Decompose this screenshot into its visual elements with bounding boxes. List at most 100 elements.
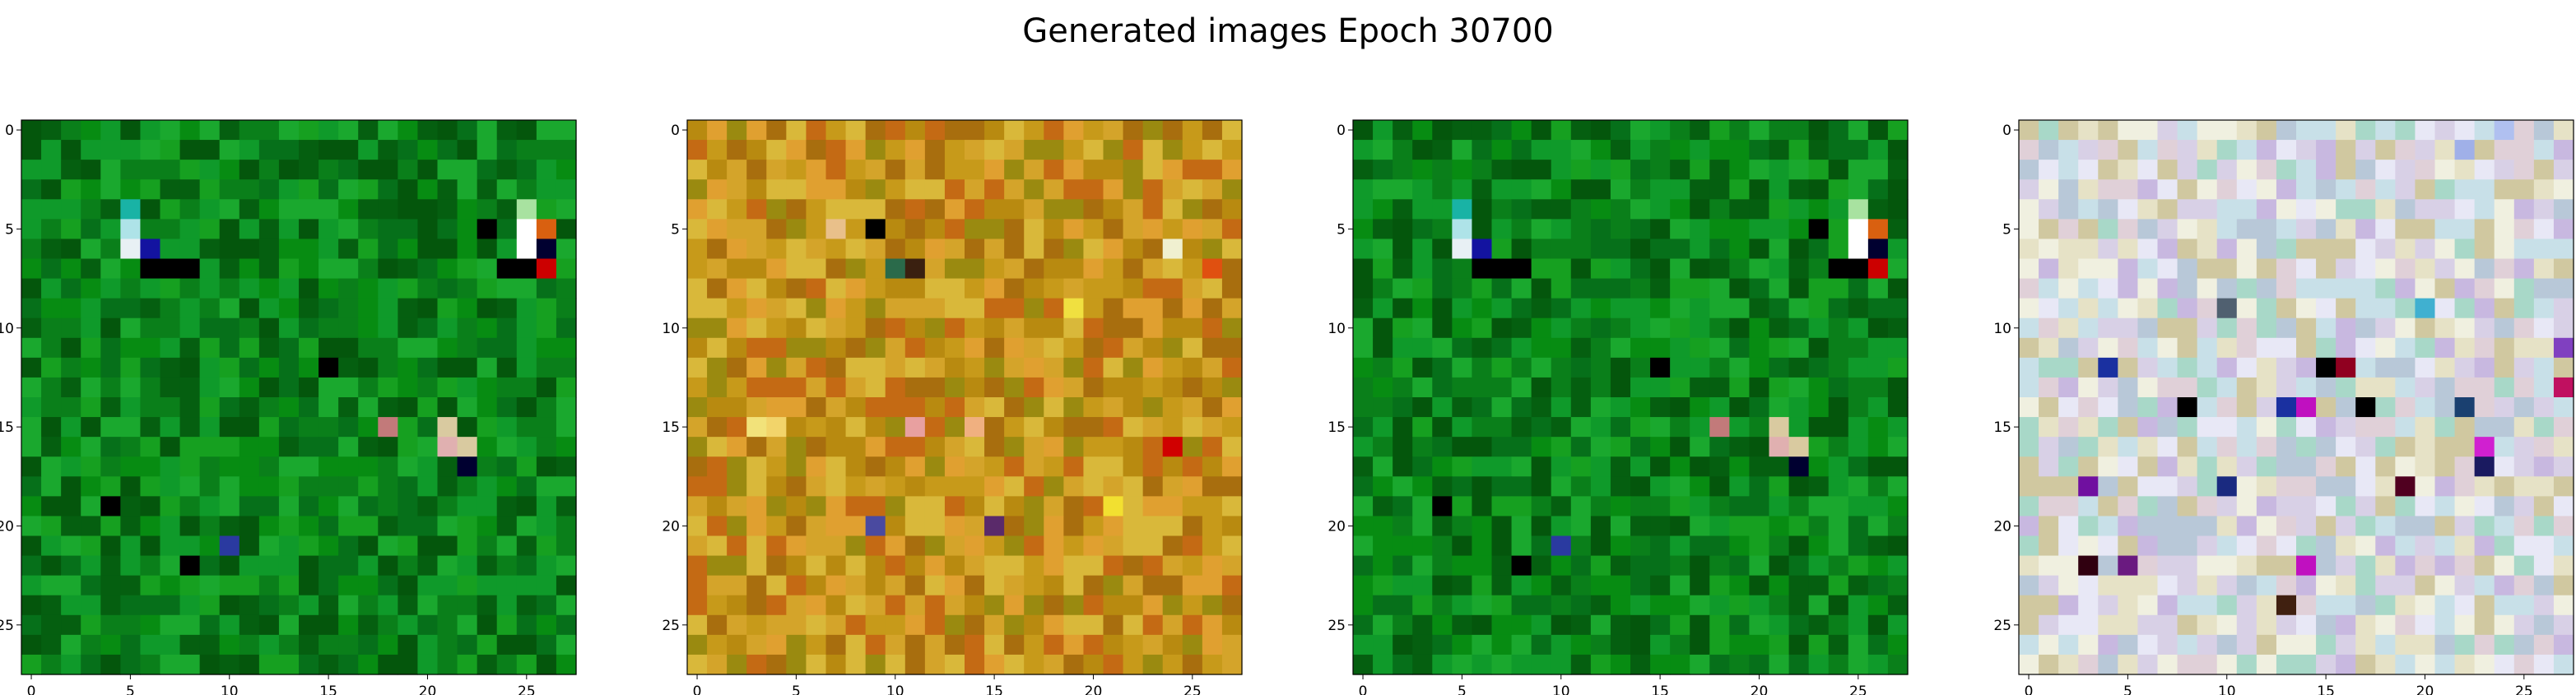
pixel	[398, 535, 419, 557]
pixel	[786, 337, 807, 359]
pixel	[41, 437, 62, 457]
pixel	[746, 417, 767, 438]
pixel	[2533, 278, 2555, 299]
pixel	[2216, 278, 2238, 299]
pixel	[1650, 595, 1671, 616]
pixel	[1353, 654, 1374, 675]
figure-title: Generated images Epoch 30700	[1022, 12, 1554, 50]
pixel	[556, 575, 577, 596]
pixel	[516, 417, 537, 438]
pixel	[1828, 357, 1849, 378]
pixel	[1491, 258, 1513, 280]
pixel	[2137, 614, 2159, 636]
pixel	[1491, 634, 1513, 656]
pixel	[1182, 654, 1203, 675]
pixel	[457, 476, 478, 497]
x-tick-label: 5	[2123, 683, 2132, 695]
pixel	[258, 397, 280, 418]
pixel	[358, 337, 379, 359]
pixel	[2177, 397, 2198, 418]
pixel	[477, 199, 498, 220]
pixel	[1353, 140, 1374, 160]
pixel	[2336, 160, 2356, 180]
pixel	[944, 179, 965, 200]
pixel	[496, 377, 518, 398]
pixel	[536, 456, 557, 477]
pixel	[1531, 357, 1552, 378]
pixel	[2256, 140, 2277, 160]
pixel	[2513, 357, 2535, 378]
pixel	[1531, 456, 1552, 477]
pixel	[1531, 654, 1552, 675]
pixel	[845, 120, 867, 141]
pixel	[1353, 199, 1374, 220]
pixel	[100, 476, 121, 497]
pixel	[1848, 140, 1869, 160]
pixel	[2216, 140, 2238, 160]
pixel	[1004, 575, 1025, 596]
pixel	[2177, 496, 2198, 517]
pixel	[2513, 535, 2535, 557]
x-tick-label: 5	[1458, 683, 1467, 695]
pixel	[21, 595, 42, 616]
pixel	[885, 634, 906, 656]
pixel	[81, 654, 101, 675]
pixel	[1848, 654, 1869, 675]
pixel	[1769, 614, 1790, 636]
pixel	[1221, 179, 1243, 200]
pixel	[2137, 120, 2159, 141]
pixel	[338, 140, 359, 160]
pixel	[2019, 555, 2039, 577]
pixel	[2157, 258, 2178, 280]
pixel	[1610, 555, 1631, 577]
pixel	[2553, 160, 2574, 180]
pixel	[2019, 337, 2039, 359]
pixel	[61, 199, 81, 220]
pixel	[516, 496, 537, 517]
pixel	[1808, 298, 1830, 319]
pixel	[1769, 397, 1790, 418]
pixel	[2078, 535, 2099, 557]
pixel	[1393, 437, 1413, 457]
pixel	[81, 476, 101, 497]
pixel	[687, 614, 708, 636]
pixel	[140, 337, 161, 359]
pixel	[1452, 496, 1473, 517]
pixel	[61, 634, 81, 656]
pixel	[2395, 476, 2416, 497]
pixel	[239, 575, 260, 596]
pixel	[885, 278, 906, 299]
pixel	[1024, 278, 1044, 299]
pixel	[2256, 337, 2277, 359]
pixel	[2336, 555, 2356, 577]
pixel	[1729, 595, 1751, 616]
pixel	[378, 397, 398, 418]
pixel	[1570, 357, 1592, 378]
pixel	[219, 614, 240, 636]
pixel	[239, 614, 260, 636]
pixel	[2058, 179, 2079, 200]
pixel	[199, 219, 221, 240]
pixel	[2058, 496, 2079, 517]
pixel	[437, 199, 458, 220]
pixel	[417, 634, 439, 656]
pixel	[199, 239, 221, 260]
pixel	[1887, 377, 1909, 398]
pixel	[944, 437, 965, 457]
pixel	[140, 239, 161, 260]
pixel	[845, 397, 867, 418]
pixel	[1769, 258, 1790, 280]
pixel	[1650, 199, 1671, 220]
pixel	[1083, 239, 1104, 260]
pixel	[1531, 377, 1552, 398]
pixel	[1828, 575, 1849, 596]
pixel	[1531, 239, 1552, 260]
pixel	[1590, 614, 1611, 636]
pixel	[2098, 317, 2118, 339]
pixel	[1848, 357, 1869, 378]
pixel	[258, 317, 280, 339]
pixel	[2118, 160, 2139, 180]
pixel	[1769, 199, 1790, 220]
pixel	[437, 160, 458, 180]
pixel	[199, 160, 221, 180]
